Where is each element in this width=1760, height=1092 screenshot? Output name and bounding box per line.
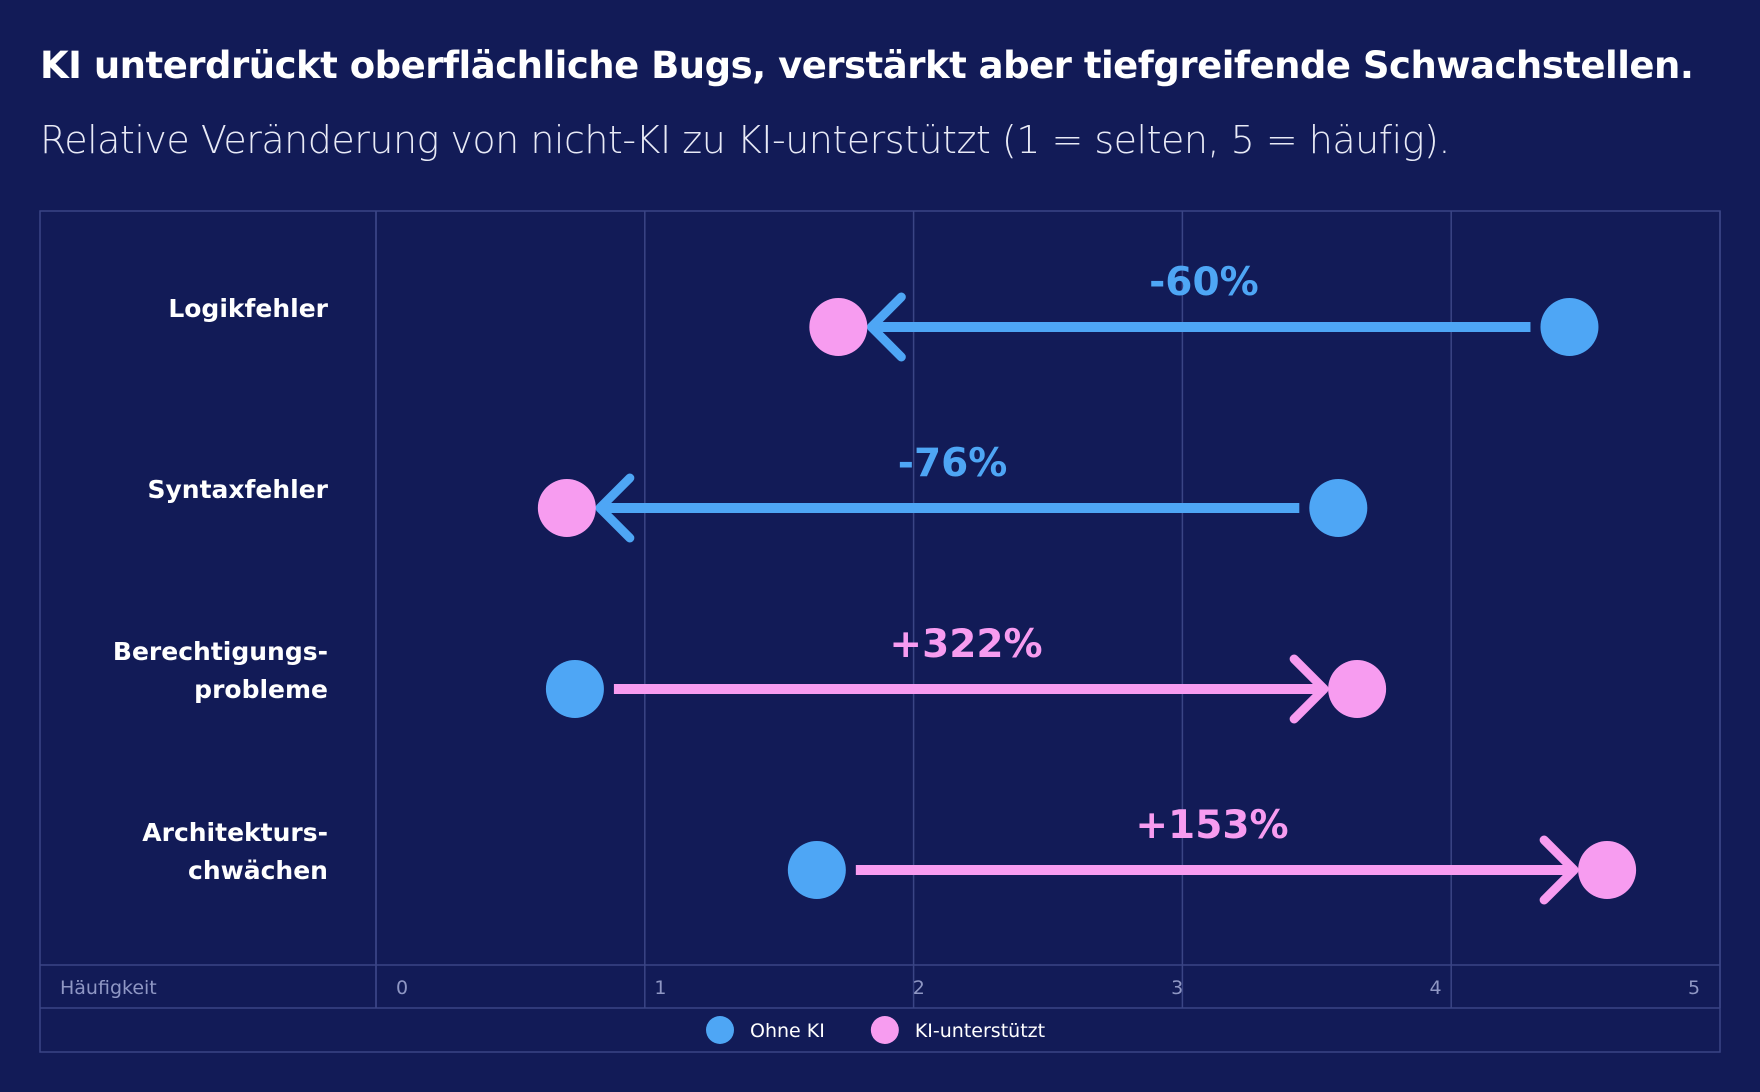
change-label: +153% xyxy=(1135,803,1288,848)
x-tick-label: 0 xyxy=(396,977,408,999)
x-tick-label: 1 xyxy=(654,977,666,999)
chart-subtitle: Relative Veränderung von nicht-KI zu KI-… xyxy=(40,118,1450,162)
legend-label: Ohne KI xyxy=(750,1020,825,1042)
arrow-head xyxy=(595,473,635,543)
arrow-head xyxy=(1289,654,1329,724)
category-label: Syntaxfehler xyxy=(147,475,328,504)
category-label: Logikfehler xyxy=(168,294,328,323)
legend-swatch xyxy=(706,1016,734,1044)
change-label: -60% xyxy=(1149,260,1259,305)
change-label: -76% xyxy=(898,441,1008,486)
x-tick-label: 3 xyxy=(1171,977,1183,999)
category-label: Berechtigungs- probleme xyxy=(112,637,328,704)
dot xyxy=(545,660,604,718)
dot xyxy=(809,298,868,356)
arrow-head xyxy=(1539,835,1579,905)
dot xyxy=(787,841,846,899)
chart-title: KI unterdrückt oberflächliche Bugs, vers… xyxy=(40,44,1694,87)
x-tick-label: 4 xyxy=(1430,977,1442,999)
dot xyxy=(537,479,596,537)
legend-swatch xyxy=(870,1016,899,1044)
category-label: Architekturs- chwächen xyxy=(142,818,328,885)
dot xyxy=(1328,660,1387,718)
x-tick-label: 5 xyxy=(1688,977,1700,999)
change-label: +322% xyxy=(889,622,1042,667)
dot xyxy=(1578,841,1637,899)
x-tick-label: 2 xyxy=(913,977,925,999)
dot xyxy=(1540,298,1599,356)
arrow-head xyxy=(866,292,906,362)
x-axis-label: Häufigkeit xyxy=(60,977,157,999)
dot xyxy=(1309,479,1368,537)
legend-label: KI-unterstützt xyxy=(915,1020,1045,1042)
